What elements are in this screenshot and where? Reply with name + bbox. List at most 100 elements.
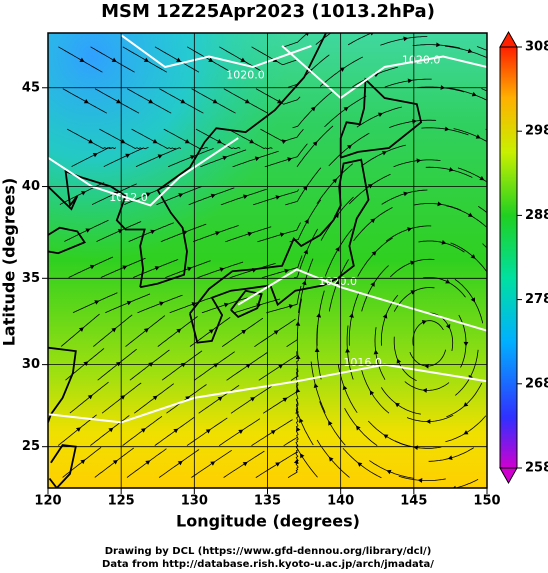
streamline: [455, 349, 479, 396]
streamline-arrow: [120, 139, 126, 144]
streamline: [360, 144, 406, 167]
streamline-arrow: [448, 167, 454, 172]
streamline: [129, 349, 170, 381]
streamline-arrow: [238, 429, 244, 435]
streamline-arrow: [407, 78, 413, 84]
streamline-arrow: [92, 153, 98, 158]
streamline-arrow: [369, 390, 375, 396]
streamline-arrow: [208, 57, 214, 62]
streamline-arrow: [145, 192, 151, 197]
coastline: [189, 158, 370, 344]
streamline: [264, 143, 308, 168]
streamline: [390, 258, 435, 278]
streamline: [232, 150, 279, 168]
streamline-arrow: [339, 67, 345, 72]
streamline-arrow: [145, 460, 151, 465]
y-tick-label: 45: [22, 80, 40, 95]
streamline: [64, 219, 109, 242]
streamline: [289, 199, 322, 243]
streamline: [158, 449, 200, 478]
streamline: [369, 460, 414, 479]
streamline-arrow: [371, 250, 377, 256]
streamline: [427, 312, 454, 352]
streamline-arrow: [357, 462, 363, 467]
streamline-arrow: [412, 119, 417, 124]
streamline-arrow: [436, 42, 441, 48]
streamline: [324, 95, 367, 128]
streamline: [67, 128, 112, 150]
streamline: [225, 226, 272, 243]
streamline-arrow: [475, 134, 481, 139]
streamline-arrow: [143, 328, 149, 333]
streamline-arrow: [296, 426, 301, 432]
streamline: [348, 291, 360, 346]
colorbar-tick-label: 258: [525, 461, 548, 476]
streamline: [62, 446, 102, 478]
streamline: [103, 146, 149, 167]
streamline-arrow: [178, 193, 184, 198]
streamline: [315, 33, 332, 45]
streamline-arrow: [304, 218, 309, 224]
streamline: [491, 315, 495, 369]
streamline: [223, 88, 268, 114]
streamline-arrow: [223, 302, 229, 308]
streamline-arrow: [176, 328, 182, 334]
streamline-arrow: [422, 388, 428, 393]
colorbar-tick-label: 298: [525, 124, 548, 139]
streamline: [257, 222, 301, 243]
streamline: [137, 294, 183, 314]
streamline-arrow: [416, 158, 422, 164]
streamline: [385, 225, 432, 242]
streamline: [381, 189, 428, 205]
streamline-arrow: [417, 478, 423, 483]
streamline-arrow: [273, 330, 279, 335]
streamline: [160, 223, 207, 243]
y-tick-label: 25: [22, 439, 40, 454]
streamline-arrow: [157, 154, 163, 159]
streamline: [189, 316, 231, 347]
streamline: [342, 447, 382, 479]
streamline-arrow: [75, 427, 81, 432]
streamline-arrow: [217, 139, 223, 144]
streamline: [229, 263, 276, 279]
streamline: [412, 320, 444, 346]
streamline: [188, 187, 235, 206]
streamline-arrow: [467, 212, 473, 217]
streamline-arrow: [381, 150, 387, 156]
streamline-arrow: [117, 229, 123, 234]
streamline: [220, 188, 267, 206]
streamline-arrow: [256, 303, 262, 309]
streamline-arrow: [154, 266, 160, 271]
coastline: [140, 33, 327, 289]
contour-label: 1016.0: [343, 356, 382, 369]
streamline: [90, 46, 135, 73]
streamline: [449, 87, 487, 101]
colorbar-tick-label: 288: [525, 208, 548, 223]
streamline: [446, 205, 487, 229]
streamline: [69, 381, 109, 414]
streamline: [132, 259, 179, 278]
streamline-arrow: [275, 462, 281, 467]
streamline: [324, 228, 353, 277]
streamline: [105, 293, 151, 314]
streamline: [266, 285, 302, 314]
streamline: [283, 33, 309, 48]
streamline: [194, 351, 235, 381]
streamline-arrow: [83, 361, 89, 366]
streamline: [296, 125, 334, 168]
streamline: [444, 45, 487, 59]
colorbar-tick-label: 308: [525, 40, 548, 55]
credit: Drawing by DCL (https://www.gfd-dennou.o…: [105, 546, 432, 557]
streamline-arrow: [205, 429, 211, 434]
streamline-arrow: [150, 229, 156, 235]
streamline: [457, 167, 487, 183]
streamline: [393, 336, 417, 382]
streamline-arrow: [79, 57, 85, 62]
streamline: [310, 361, 326, 413]
streamline: [294, 228, 319, 279]
streamline: [72, 292, 118, 313]
streamline: [344, 408, 378, 447]
streamline: [353, 207, 393, 241]
streamline: [361, 370, 390, 414]
streamline-arrow: [396, 358, 402, 364]
